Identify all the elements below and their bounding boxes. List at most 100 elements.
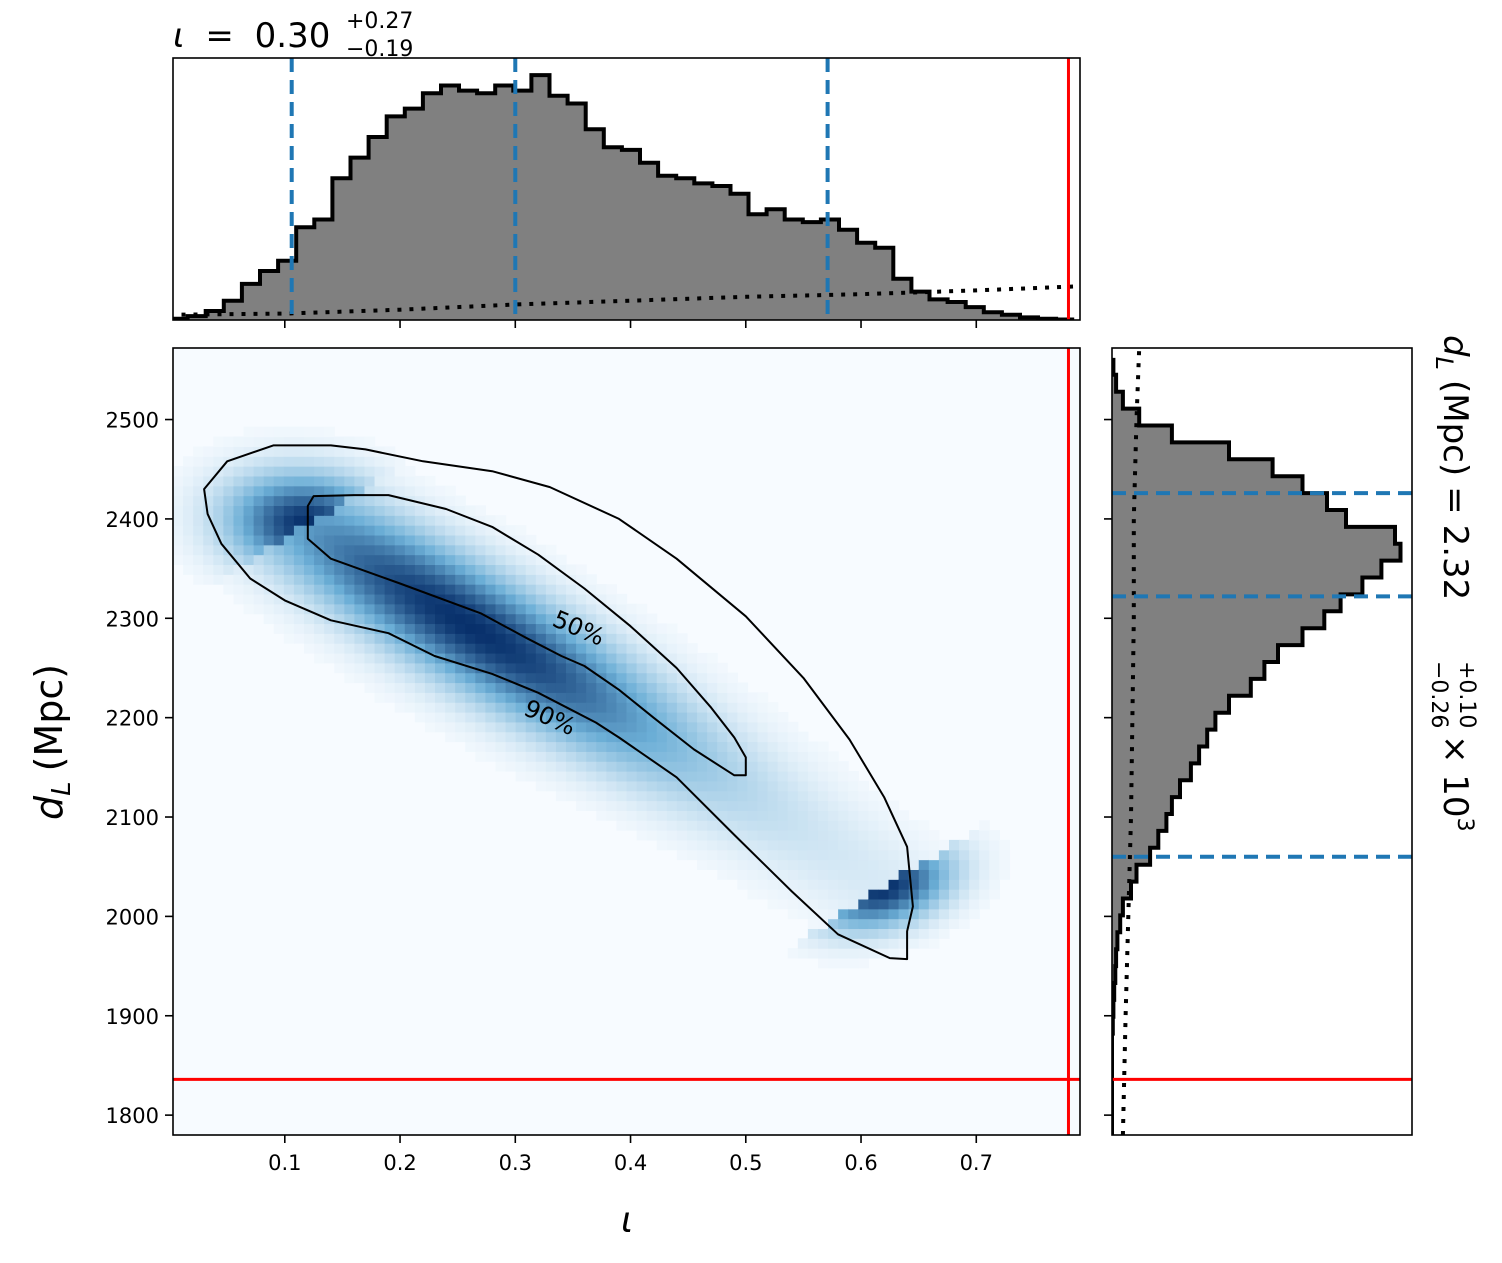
density-cell	[344, 505, 355, 516]
density-cell	[666, 711, 678, 723]
dl-histogram-outline	[1112, 357, 1403, 1135]
density-cell	[525, 741, 537, 752]
density-cell	[948, 869, 960, 880]
density-cell	[394, 692, 406, 703]
density-cell	[505, 574, 517, 585]
density-cell	[253, 574, 265, 585]
density-cell	[455, 731, 466, 743]
density-cell	[908, 849, 920, 861]
density-cell	[616, 692, 628, 703]
density-cell	[717, 800, 728, 811]
density-cell	[838, 918, 849, 930]
contour-90-line	[203, 444, 914, 961]
density-cell	[283, 564, 295, 575]
density-cell	[767, 751, 779, 762]
density-cell	[465, 741, 476, 752]
x-tick-label: 0.4	[614, 1151, 647, 1175]
density-cell	[918, 820, 930, 831]
density-cell	[878, 938, 890, 949]
density-cell	[555, 721, 567, 733]
density-cell	[616, 652, 628, 664]
density-cell	[485, 534, 497, 546]
density-cell	[858, 889, 869, 900]
density-cell	[364, 633, 376, 644]
density-cell	[545, 721, 557, 733]
density-cell	[969, 830, 980, 841]
title-dl-minus: −0.26	[1426, 661, 1451, 728]
density-cell	[394, 525, 406, 536]
density-cell	[777, 790, 789, 802]
density-cell	[576, 662, 587, 674]
density-cell	[555, 702, 567, 713]
density-cell	[868, 879, 880, 890]
density-cell	[747, 702, 759, 713]
density-cell	[354, 574, 366, 585]
density-cell	[555, 623, 567, 634]
density-cell	[566, 613, 577, 625]
density-cell	[656, 800, 668, 811]
density-cell	[636, 820, 648, 831]
density-cell	[817, 830, 829, 841]
density-cell	[535, 662, 547, 674]
density-cell	[253, 554, 265, 566]
density-cell	[515, 584, 527, 595]
density-cell	[263, 426, 275, 438]
density-cell	[727, 672, 738, 684]
density-cell	[384, 613, 396, 625]
density-cell	[777, 839, 789, 851]
density-cell	[243, 564, 255, 575]
density-cell	[656, 643, 668, 654]
density-cell	[535, 652, 547, 664]
density-cell	[445, 495, 456, 506]
density-cell	[767, 702, 779, 713]
density-cell	[828, 908, 839, 920]
density-cell	[636, 652, 648, 664]
density-cell	[656, 810, 668, 821]
credible-contours	[203, 444, 914, 961]
density-cell	[334, 456, 345, 467]
iota-histogram-fill	[173, 75, 1075, 320]
density-cell	[555, 741, 567, 752]
density-cell	[364, 534, 376, 546]
density-cell	[928, 908, 940, 920]
density-cell	[979, 869, 990, 880]
density-cell	[959, 859, 970, 870]
density-cell	[656, 741, 668, 752]
density-cell	[686, 820, 698, 831]
density-cell	[555, 761, 567, 772]
density-cell	[777, 751, 789, 762]
density-cell	[817, 790, 829, 802]
density-cell	[445, 485, 456, 497]
density-cell	[948, 879, 960, 890]
density-cell	[868, 898, 880, 910]
density-heatmap	[173, 426, 1011, 969]
density-cell	[535, 554, 547, 566]
density-cell	[384, 544, 396, 556]
density-cell	[283, 525, 295, 536]
density-cell	[475, 633, 487, 644]
density-cell	[807, 898, 819, 910]
density-cell	[606, 633, 618, 644]
density-cell	[304, 603, 315, 615]
density-cell	[495, 751, 507, 762]
density-cell	[394, 456, 406, 467]
density-cell	[878, 820, 890, 831]
density-cell	[324, 584, 335, 595]
density-cell	[787, 771, 799, 782]
density-cell	[757, 879, 769, 890]
density-cell	[697, 652, 708, 664]
density-cell	[374, 593, 386, 605]
density-cell	[888, 898, 900, 910]
density-cell	[283, 613, 295, 625]
density-cell	[253, 436, 265, 447]
density-cell	[656, 633, 668, 644]
density-cell	[435, 721, 446, 733]
density-cell	[646, 633, 658, 644]
density-cell	[485, 633, 497, 644]
density-cell	[989, 859, 1000, 870]
density-cell	[999, 869, 1011, 880]
density-cell	[787, 908, 799, 920]
density-cell	[656, 652, 668, 664]
density-cell	[475, 525, 487, 536]
density-cell	[989, 839, 1000, 851]
